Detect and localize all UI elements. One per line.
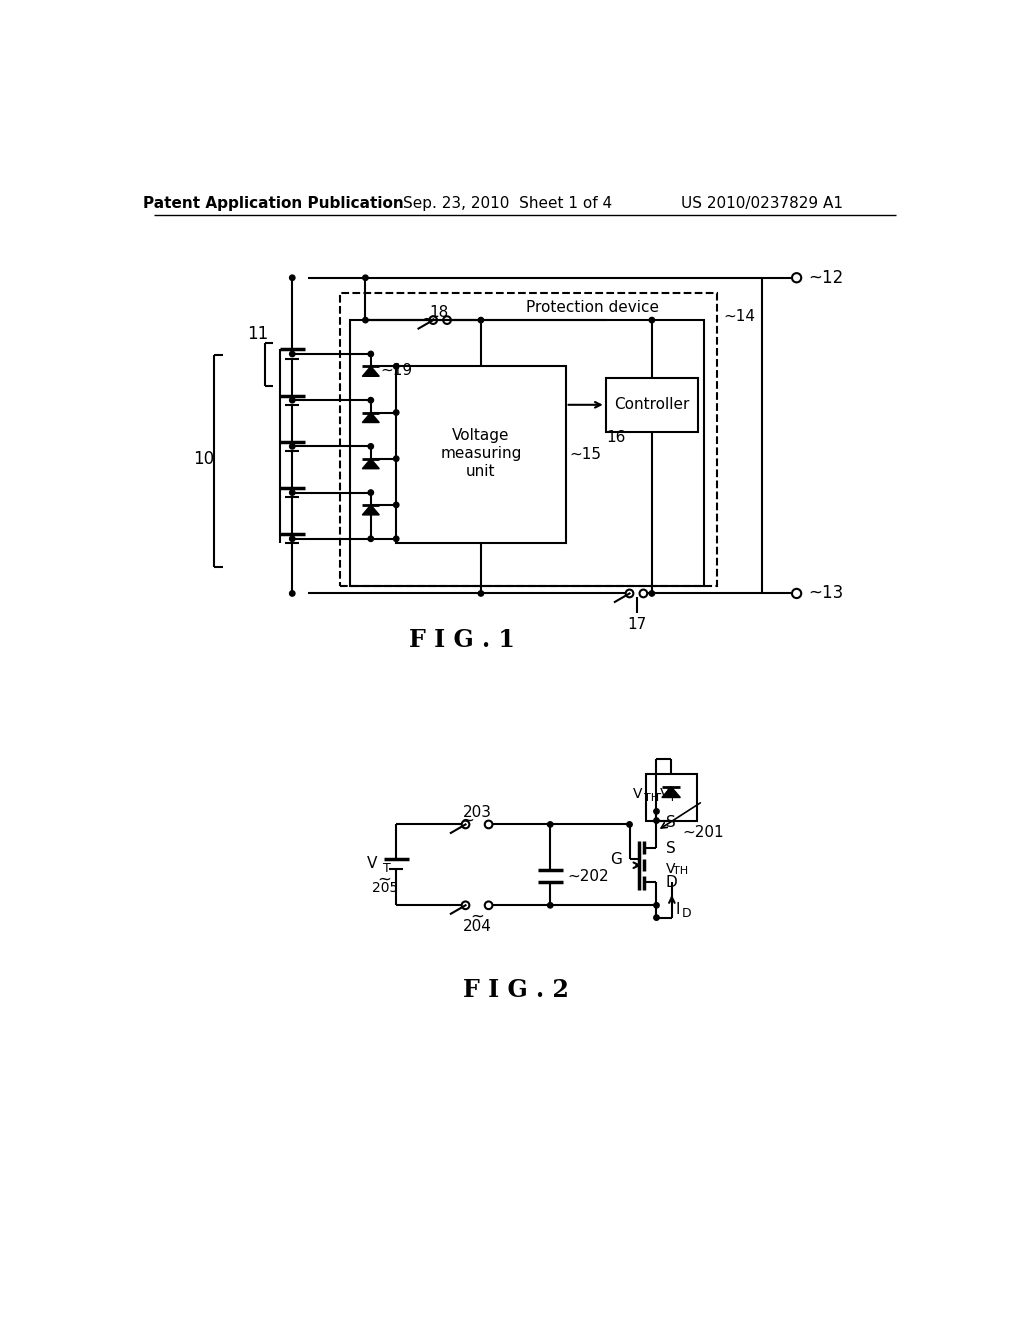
- Circle shape: [368, 490, 374, 495]
- Circle shape: [368, 397, 374, 403]
- Text: Sep. 23, 2010  Sheet 1 of 4: Sep. 23, 2010 Sheet 1 of 4: [403, 195, 612, 211]
- Polygon shape: [362, 459, 379, 469]
- Text: ~13: ~13: [808, 585, 844, 602]
- Text: D: D: [666, 875, 678, 890]
- Circle shape: [368, 536, 374, 541]
- Text: 204: 204: [463, 919, 492, 933]
- Circle shape: [290, 490, 295, 495]
- Text: S: S: [666, 841, 676, 855]
- Text: unit: unit: [466, 463, 496, 479]
- Text: Patent Application Publication: Patent Application Publication: [142, 195, 403, 211]
- Text: 203: 203: [463, 805, 492, 821]
- Text: ~14: ~14: [724, 309, 756, 323]
- Text: ~15: ~15: [569, 447, 601, 462]
- Circle shape: [653, 903, 659, 908]
- Circle shape: [478, 591, 483, 597]
- Circle shape: [368, 444, 374, 449]
- Circle shape: [290, 536, 295, 541]
- Text: ~201: ~201: [682, 825, 724, 841]
- Text: V: V: [666, 862, 675, 876]
- Text: ~: ~: [460, 812, 474, 829]
- Circle shape: [362, 275, 368, 280]
- Circle shape: [653, 818, 659, 824]
- Polygon shape: [362, 412, 379, 422]
- Text: 17: 17: [628, 616, 647, 632]
- Circle shape: [653, 915, 659, 920]
- Circle shape: [362, 317, 368, 323]
- Text: measuring: measuring: [440, 446, 521, 461]
- Bar: [396, 367, 565, 544]
- Circle shape: [548, 903, 553, 908]
- Text: 205: 205: [372, 882, 397, 895]
- Text: 16: 16: [606, 429, 626, 445]
- Bar: [350, 321, 705, 586]
- Circle shape: [290, 591, 295, 597]
- Text: T: T: [669, 793, 676, 804]
- Circle shape: [290, 444, 295, 449]
- Circle shape: [393, 455, 399, 462]
- Text: F I G . 2: F I G . 2: [463, 978, 568, 1002]
- Text: -V: -V: [656, 788, 670, 801]
- Circle shape: [368, 351, 374, 356]
- Circle shape: [393, 409, 399, 416]
- Bar: [340, 293, 717, 586]
- Text: Voltage: Voltage: [453, 428, 510, 444]
- Text: Protection device: Protection device: [526, 300, 659, 314]
- Text: ~12: ~12: [808, 269, 844, 286]
- Text: V: V: [633, 788, 643, 801]
- Circle shape: [393, 502, 399, 508]
- Circle shape: [393, 536, 399, 541]
- Circle shape: [649, 317, 654, 323]
- Text: TH: TH: [644, 793, 659, 804]
- Text: ~202: ~202: [567, 869, 609, 883]
- Bar: [646, 775, 696, 821]
- Circle shape: [290, 351, 295, 356]
- Text: US 2010/0237829 A1: US 2010/0237829 A1: [681, 195, 843, 211]
- Circle shape: [653, 809, 659, 814]
- Text: D: D: [682, 907, 691, 920]
- Circle shape: [548, 822, 553, 828]
- Text: 11: 11: [247, 325, 268, 343]
- Circle shape: [290, 397, 295, 403]
- Text: F I G . 1: F I G . 1: [409, 627, 515, 652]
- Circle shape: [478, 317, 483, 323]
- Text: G: G: [610, 851, 622, 867]
- Text: TH: TH: [673, 866, 688, 876]
- Text: ~: ~: [470, 907, 484, 925]
- Text: 18: 18: [429, 305, 449, 319]
- Text: T: T: [383, 862, 391, 875]
- Circle shape: [627, 822, 632, 828]
- Polygon shape: [362, 367, 379, 376]
- Text: S: S: [666, 816, 676, 830]
- Text: Controller: Controller: [614, 397, 689, 412]
- Polygon shape: [362, 506, 379, 515]
- Text: ~: ~: [421, 310, 435, 329]
- Text: ~19: ~19: [381, 363, 413, 378]
- Circle shape: [290, 275, 295, 280]
- Text: 10: 10: [194, 450, 214, 467]
- Bar: [605, 378, 698, 432]
- Polygon shape: [662, 787, 680, 797]
- Text: V: V: [367, 857, 377, 871]
- Text: I: I: [676, 903, 680, 917]
- Text: ~: ~: [378, 870, 391, 888]
- Circle shape: [649, 591, 654, 597]
- Circle shape: [393, 363, 399, 370]
